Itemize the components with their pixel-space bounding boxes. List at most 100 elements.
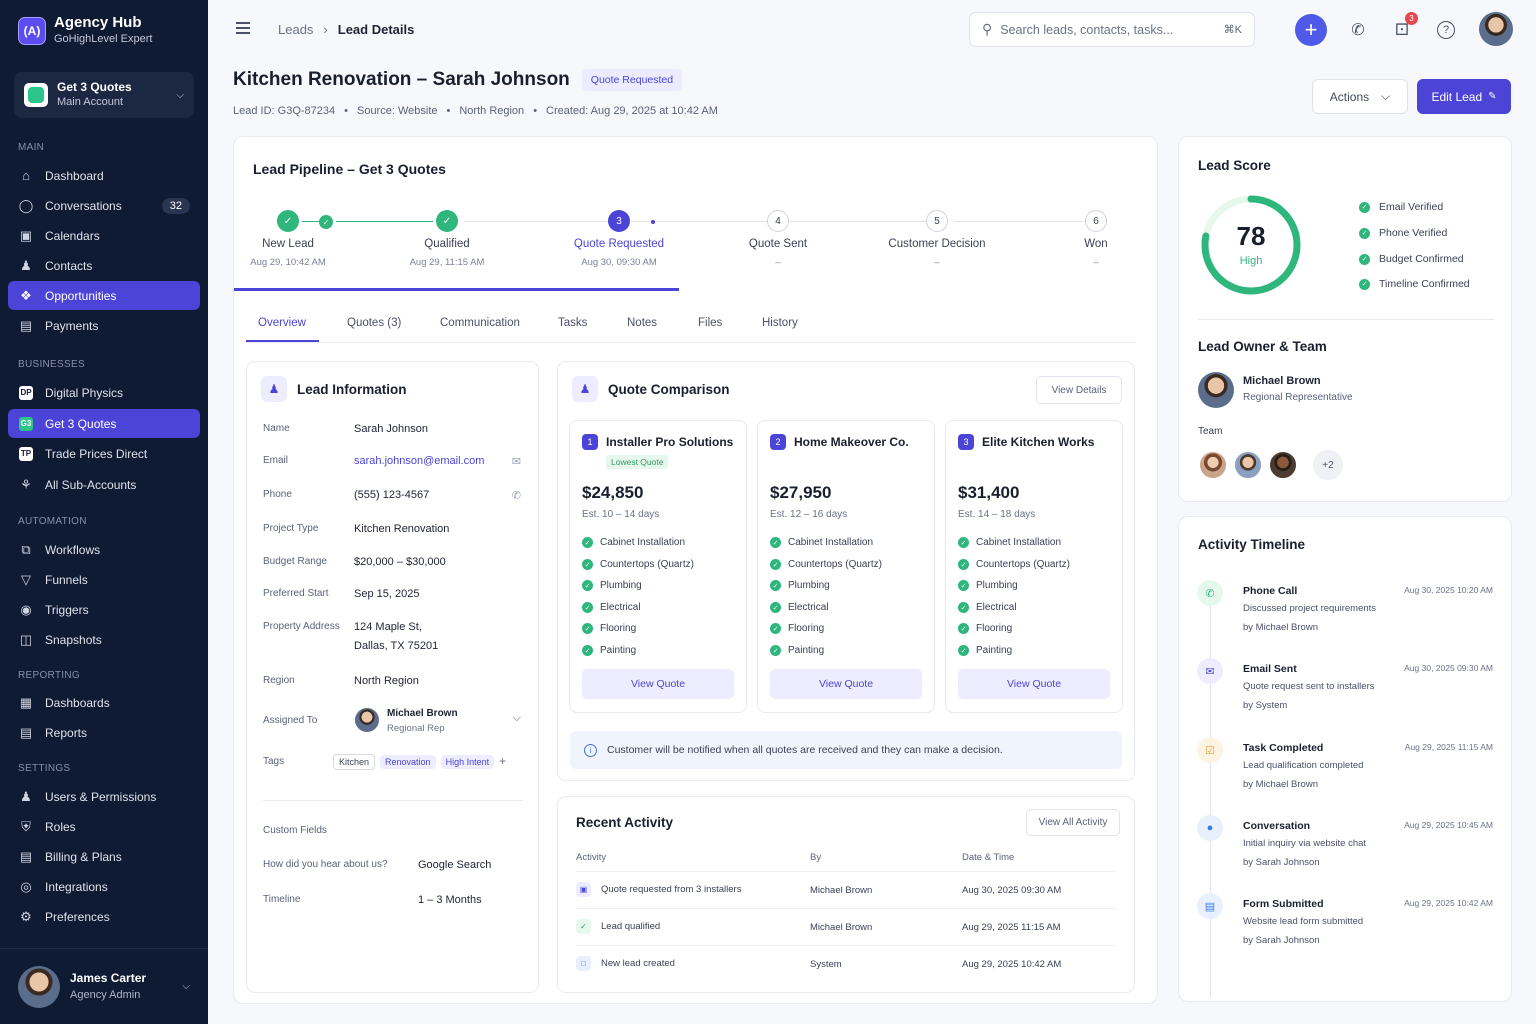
scope-item: ✓ Countertops (Quartz) (958, 559, 1070, 570)
pipeline-stage-quote-requested[interactable]: 3 Quote Requested Aug 30, 09:30 AM (559, 210, 679, 268)
view-quote-button[interactable]: View Quote (582, 669, 734, 699)
chevron-down-icon: ⌵ (182, 981, 190, 992)
chevron-right-icon: › (323, 22, 328, 37)
section-label-main: MAIN (18, 142, 45, 153)
profile-avatar[interactable] (1479, 12, 1513, 46)
sidebar-item-integrations[interactable]: ◎ Integrations (8, 872, 200, 901)
account-switcher[interactable]: Get 3 Quotes Main Account ⌵ (14, 72, 194, 118)
actions-dropdown[interactable]: Actions ⌵ (1312, 79, 1408, 114)
activity-by: Michael Brown (810, 922, 873, 933)
stage-label: Quote Requested (573, 238, 665, 250)
sidebar-item-all-sub-accounts[interactable]: ⚘ All Sub-Accounts (8, 470, 200, 499)
sidebar-item-opportunities[interactable]: ❖ Opportunities (8, 281, 200, 310)
more-team-members[interactable]: +2 (1313, 450, 1343, 480)
breadcrumb-leads[interactable]: Leads (278, 22, 314, 37)
field-label: Budget Range (263, 556, 327, 567)
sidebar-item-conversations[interactable]: ◯ Conversations 32 (8, 191, 200, 220)
sidebar-item-billing-plans[interactable]: ▤ Billing & Plans (8, 842, 200, 871)
pipeline-stage-won[interactable]: 6 Won – (1036, 210, 1156, 268)
sidebar-item-calendars[interactable]: ▣ Calendars (8, 221, 200, 250)
table-row[interactable]: □ New lead created System Aug 29, 2025 10… (576, 945, 1116, 981)
stage-label: Customer Decision (888, 238, 986, 250)
sidebar-item-dashboards[interactable]: ▦ Dashboards (8, 688, 200, 717)
chevron-down-icon: ⌵ (176, 89, 184, 101)
email-link[interactable]: sarah.johnson@email.com (354, 455, 485, 467)
sidebar-item-users-permissions[interactable]: ♟ Users & Permissions (8, 782, 200, 811)
sidebar-item-label: Get 3 Quotes (45, 416, 117, 431)
add-tag-icon[interactable]: + (499, 754, 507, 768)
field-assigned-to[interactable]: Assigned To Michael Brown Regional Rep ⌵ (263, 708, 521, 738)
sidebar-item-payments[interactable]: ▤ Payments (8, 311, 200, 340)
check-phone-verified: ✓ Phone Verified (1359, 227, 1447, 239)
integrations-icon: ◎ (20, 878, 32, 894)
pipeline-progress-bar (234, 288, 679, 291)
sidebar-item-get-3-quotes[interactable]: G3 Get 3 Quotes (8, 409, 200, 438)
create-button[interactable]: + (1295, 14, 1327, 46)
tab-communication[interactable]: Communication (440, 317, 520, 329)
timeline-title: Form Submitted (1243, 898, 1324, 910)
sidebar-item-label: Funnels (45, 572, 88, 587)
timeline-line (1210, 597, 1211, 997)
sidebar-item-dashboard[interactable]: ⌂ Dashboard (8, 161, 200, 190)
brand[interactable]: (A) Agency Hub GoHighLevel Expert (18, 14, 152, 47)
view-quote-button[interactable]: View Quote (958, 669, 1110, 699)
get-3-quotes-logo-icon: G3 (19, 416, 33, 431)
activity-text: Lead qualified (601, 921, 661, 933)
pipeline-stage-qualified[interactable]: ✓ Qualified Aug 29, 11:15 AM (387, 210, 507, 268)
sidebar-item-funnels[interactable]: ▽ Funnels (8, 565, 200, 594)
view-all-activity-button[interactable]: View All Activity (1026, 809, 1120, 836)
tag-renovation[interactable]: Renovation (380, 755, 436, 769)
custom-fields-label: Custom Fields (263, 825, 327, 836)
tab-notes[interactable]: Notes (627, 317, 658, 329)
phone-icon[interactable]: ✆ (511, 490, 521, 502)
view-quote-button[interactable]: View Quote (770, 669, 922, 699)
sidebar-item-workflows[interactable]: ⧉ Workflows (8, 535, 200, 564)
user-menu[interactable]: James Carter Agency Admin ⌵ (0, 948, 208, 1024)
sidebar-item-snapshots[interactable]: ◫ Snapshots (8, 625, 200, 654)
field-value: Google Search (418, 859, 492, 871)
activity-timeline-title: Activity Timeline (1198, 537, 1306, 552)
pipeline-stage-customer-decision[interactable]: 5 Customer Decision – (877, 210, 997, 268)
mail-icon[interactable]: ✉ (511, 456, 521, 468)
scope-label: Countertops (Quartz) (788, 559, 882, 570)
scope-item: ✓ Electrical (582, 602, 641, 613)
search-input[interactable]: ⚲ Search leads, contacts, tasks... ⌘K (969, 12, 1255, 47)
menu-icon[interactable] (236, 22, 250, 34)
sidebar-item-digital-physics[interactable]: DP Digital Physics (8, 378, 200, 407)
activity-text: New lead created (601, 958, 675, 970)
sidebar-item-trade-prices-direct[interactable]: TP Trade Prices Direct (8, 439, 200, 468)
sidebar-item-contacts[interactable]: ♟ Contacts (8, 251, 200, 280)
notification-count-badge: 3 (1405, 12, 1418, 25)
scope-item: ✓ Flooring (582, 623, 636, 634)
team-member-avatar[interactable] (1198, 450, 1228, 480)
team-member-avatar[interactable] (1268, 450, 1298, 480)
user-role: Agency Admin (70, 988, 141, 1001)
sidebar-item-label: Integrations (45, 879, 108, 894)
timeline-title: Phone Call (1243, 585, 1298, 597)
phone-button[interactable]: ✆ (1346, 18, 1370, 42)
pipeline-stage-new-lead[interactable]: ✓ New Lead Aug 29, 10:42 AM (228, 210, 348, 268)
table-row[interactable]: ▣ Quote requested from 3 installers Micha… (576, 871, 1116, 907)
tab-overview[interactable]: Overview (258, 317, 306, 329)
edit-lead-button[interactable]: Edit Lead ✎ (1417, 79, 1511, 114)
tab-tasks[interactable]: Tasks (558, 317, 588, 329)
tab-files[interactable]: Files (698, 317, 723, 329)
sidebar-item-preferences[interactable]: ⚙ Preferences (8, 902, 200, 931)
status-badge: Quote Requested (581, 69, 683, 91)
notifications-button[interactable]: ⚀ (1390, 18, 1414, 42)
sidebar-item-reports[interactable]: ▤ Reports (8, 718, 200, 747)
tab-history[interactable]: History (762, 317, 798, 329)
help-button[interactable]: ? (1434, 18, 1458, 42)
assignee-role: Regional Rep (387, 723, 445, 734)
pipeline-stage-quote-sent[interactable]: 4 Quote Sent – (718, 210, 838, 268)
sidebar-item-roles[interactable]: ⛨ Roles (8, 812, 200, 841)
team-member-avatar[interactable] (1233, 450, 1263, 480)
tab-quotes[interactable]: Quotes (3) (347, 317, 402, 329)
table-row[interactable]: ✓ Lead qualified Michael Brown Aug 29, 20… (576, 908, 1116, 944)
scope-label: Electrical (788, 602, 829, 613)
quote-number: 3 (958, 434, 974, 450)
sidebar-item-triggers[interactable]: ◉ Triggers (8, 595, 200, 624)
view-details-button[interactable]: View Details (1036, 376, 1122, 404)
tag-high-intent[interactable]: High Intent (440, 755, 495, 769)
tag-kitchen[interactable]: Kitchen (333, 754, 376, 770)
